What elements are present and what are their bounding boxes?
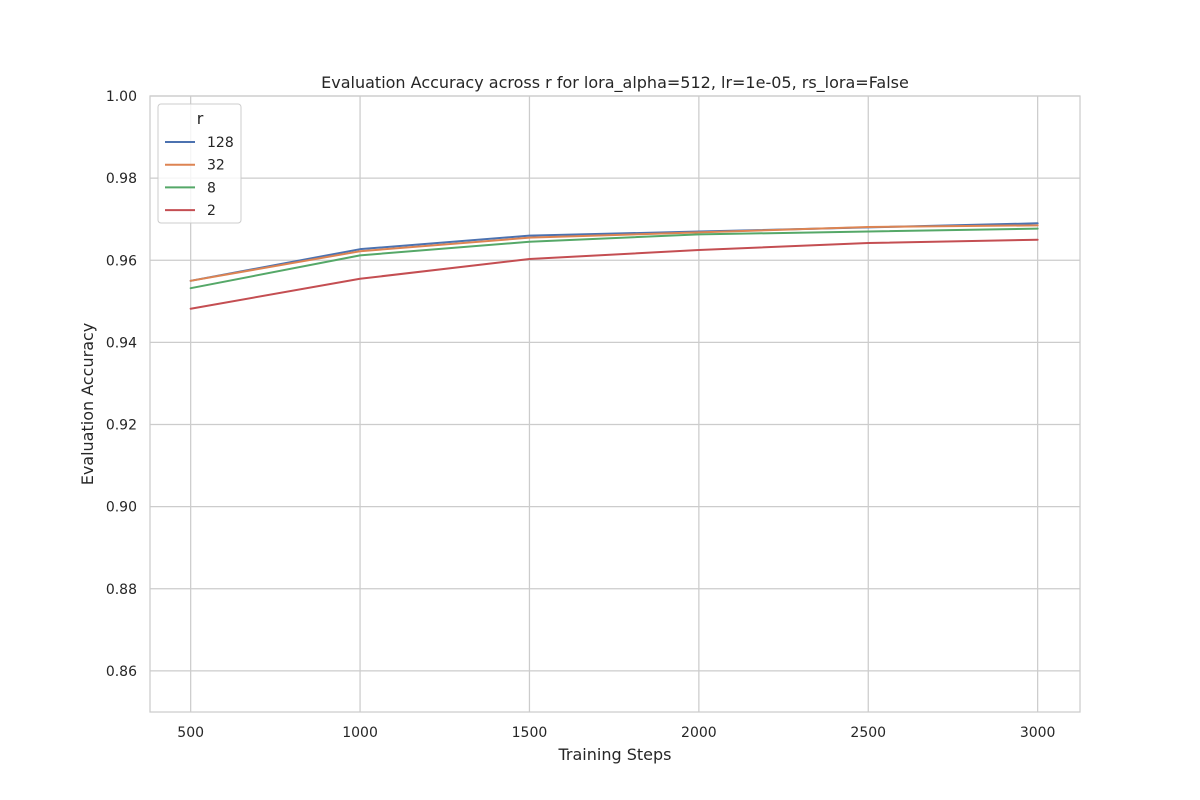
y-tick-label: 0.96 xyxy=(106,253,137,269)
legend-label-r-2: 2 xyxy=(207,203,216,219)
series-line-r-8 xyxy=(189,227,1039,290)
legend-box xyxy=(157,103,242,224)
y-tick-label: 0.86 xyxy=(106,664,137,680)
legend-items: 128 32 8 2 xyxy=(165,135,234,219)
series-line-r-32 xyxy=(189,224,1039,282)
legend: r 128 32 8 2 xyxy=(157,103,242,224)
y-tick-label: 1.00 xyxy=(106,89,137,105)
y-tick-labels: 0.86 0.88 0.90 0.92 0.94 0.96 0.98 1.00 xyxy=(106,89,137,680)
x-tick-label: 1500 xyxy=(512,725,548,741)
x-tick-labels: 500 1000 1500 2000 2500 3000 xyxy=(177,725,1055,741)
y-tick-label: 0.92 xyxy=(106,418,137,434)
x-tick-label: 3000 xyxy=(1020,725,1056,741)
y-tick-label: 0.98 xyxy=(106,171,137,187)
plot-frame xyxy=(149,95,1081,713)
y-axis-label: Evaluation Accuracy xyxy=(78,323,97,486)
y-tick-label: 0.94 xyxy=(106,335,137,351)
chart-title: Evaluation Accuracy across r for lora_al… xyxy=(321,73,909,93)
y-tick-label: 0.90 xyxy=(106,500,137,516)
x-tick-label: 2000 xyxy=(681,725,717,741)
x-tick-label: 2500 xyxy=(850,725,886,741)
series-lines xyxy=(189,222,1039,310)
legend-label-r-128: 128 xyxy=(207,135,234,151)
series-line-r-2 xyxy=(189,238,1039,310)
x-tick-label: 500 xyxy=(177,725,204,741)
x-tick-label: 1000 xyxy=(342,725,378,741)
y-tick-label: 0.88 xyxy=(106,582,137,598)
x-axis-label: Training Steps xyxy=(558,745,672,764)
legend-label-r-32: 32 xyxy=(207,158,225,174)
legend-label-r-8: 8 xyxy=(207,180,216,196)
legend-title: r xyxy=(197,109,204,128)
